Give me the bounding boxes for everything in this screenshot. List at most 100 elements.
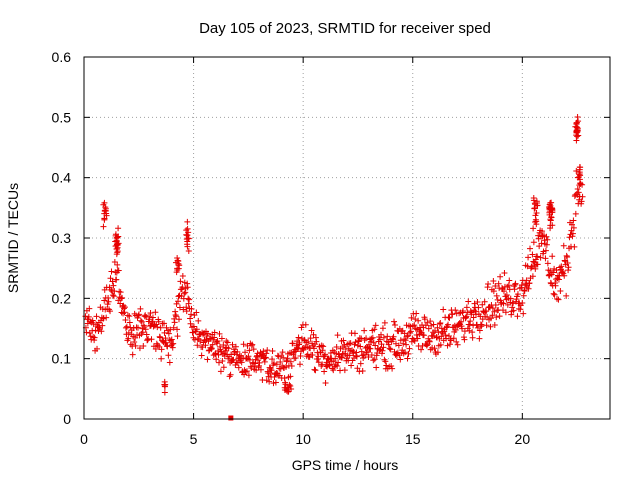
data-point — [490, 288, 497, 295]
data-point — [406, 345, 413, 352]
data-point — [363, 335, 370, 342]
data-point — [216, 330, 223, 337]
data-point — [489, 312, 496, 319]
data-point — [492, 301, 499, 308]
data-point — [575, 174, 582, 181]
data-point — [174, 257, 181, 264]
data-point — [228, 351, 235, 358]
data-point — [500, 288, 507, 295]
data-point — [116, 288, 123, 295]
data-point — [267, 365, 274, 372]
data-point — [390, 333, 397, 340]
data-point — [520, 292, 527, 299]
data-point — [204, 356, 211, 363]
data-point — [372, 322, 379, 329]
data-point — [283, 387, 290, 394]
data-point — [421, 316, 428, 323]
data-point — [568, 221, 575, 228]
data-point — [550, 269, 557, 276]
data-point — [93, 313, 100, 320]
data-point — [332, 355, 339, 362]
data-point — [577, 181, 584, 188]
data-point — [246, 356, 253, 363]
data-point — [219, 358, 226, 365]
y-tick-label: 0.5 — [52, 109, 72, 125]
data-point — [520, 310, 527, 317]
data-point — [579, 193, 586, 200]
data-point — [229, 341, 236, 348]
data-point — [407, 328, 414, 335]
data-point — [109, 278, 116, 285]
data-point — [149, 314, 156, 321]
data-point — [525, 285, 532, 292]
data-point — [211, 334, 218, 341]
data-point — [85, 313, 92, 320]
data-point — [121, 309, 128, 316]
data-point — [368, 335, 375, 342]
data-point — [167, 326, 174, 333]
data-point — [534, 202, 541, 209]
data-point — [138, 318, 145, 325]
data-point — [371, 326, 378, 333]
data-point — [202, 342, 209, 349]
data-point — [101, 199, 108, 206]
data-point — [516, 285, 523, 292]
data-point — [215, 351, 222, 358]
data-point — [544, 260, 551, 267]
data-point — [434, 349, 441, 356]
x-tick-label: 5 — [190, 431, 198, 447]
data-point — [334, 363, 341, 370]
data-point — [162, 339, 169, 346]
data-point — [529, 251, 536, 258]
data-point — [170, 324, 177, 331]
data-point — [453, 338, 460, 345]
data-point — [558, 263, 565, 270]
data-point — [157, 334, 164, 341]
data-point — [255, 357, 262, 364]
data-point — [191, 336, 198, 343]
data-point — [315, 353, 322, 360]
data-point — [122, 317, 129, 324]
data-point — [456, 310, 463, 317]
data-point — [469, 329, 476, 336]
data-point — [264, 347, 271, 354]
y-tick-label: 0.6 — [52, 49, 72, 65]
data-point — [113, 251, 120, 258]
data-point — [552, 282, 559, 289]
data-point — [277, 359, 284, 366]
data-point — [532, 216, 539, 223]
data-point — [450, 335, 457, 342]
data-point — [434, 324, 441, 331]
data-point — [341, 341, 348, 348]
data-point — [530, 239, 537, 246]
data-point — [550, 290, 557, 297]
data-point — [173, 313, 180, 320]
data-point — [136, 345, 143, 352]
data-point — [446, 314, 453, 321]
data-point — [179, 273, 186, 280]
y-tick-label: 0.2 — [52, 290, 72, 306]
data-point — [89, 317, 96, 324]
data-point — [277, 365, 284, 372]
data-point — [190, 323, 197, 330]
data-point — [401, 330, 408, 337]
data-point — [400, 340, 407, 347]
data-point — [280, 354, 287, 361]
data-point — [283, 384, 290, 391]
data-point — [554, 295, 561, 302]
data-point — [380, 334, 387, 341]
data-point — [530, 195, 537, 202]
data-point — [139, 329, 146, 336]
data-point — [449, 311, 456, 318]
data-point — [525, 254, 532, 261]
data-point — [578, 198, 585, 205]
data-point — [242, 368, 249, 375]
data-point — [334, 332, 341, 339]
data-point — [207, 344, 214, 351]
data-point — [214, 337, 221, 344]
square-marker — [228, 415, 234, 421]
data-point — [100, 223, 107, 230]
data-point — [529, 273, 536, 280]
data-point — [412, 325, 419, 332]
data-point — [561, 272, 568, 279]
